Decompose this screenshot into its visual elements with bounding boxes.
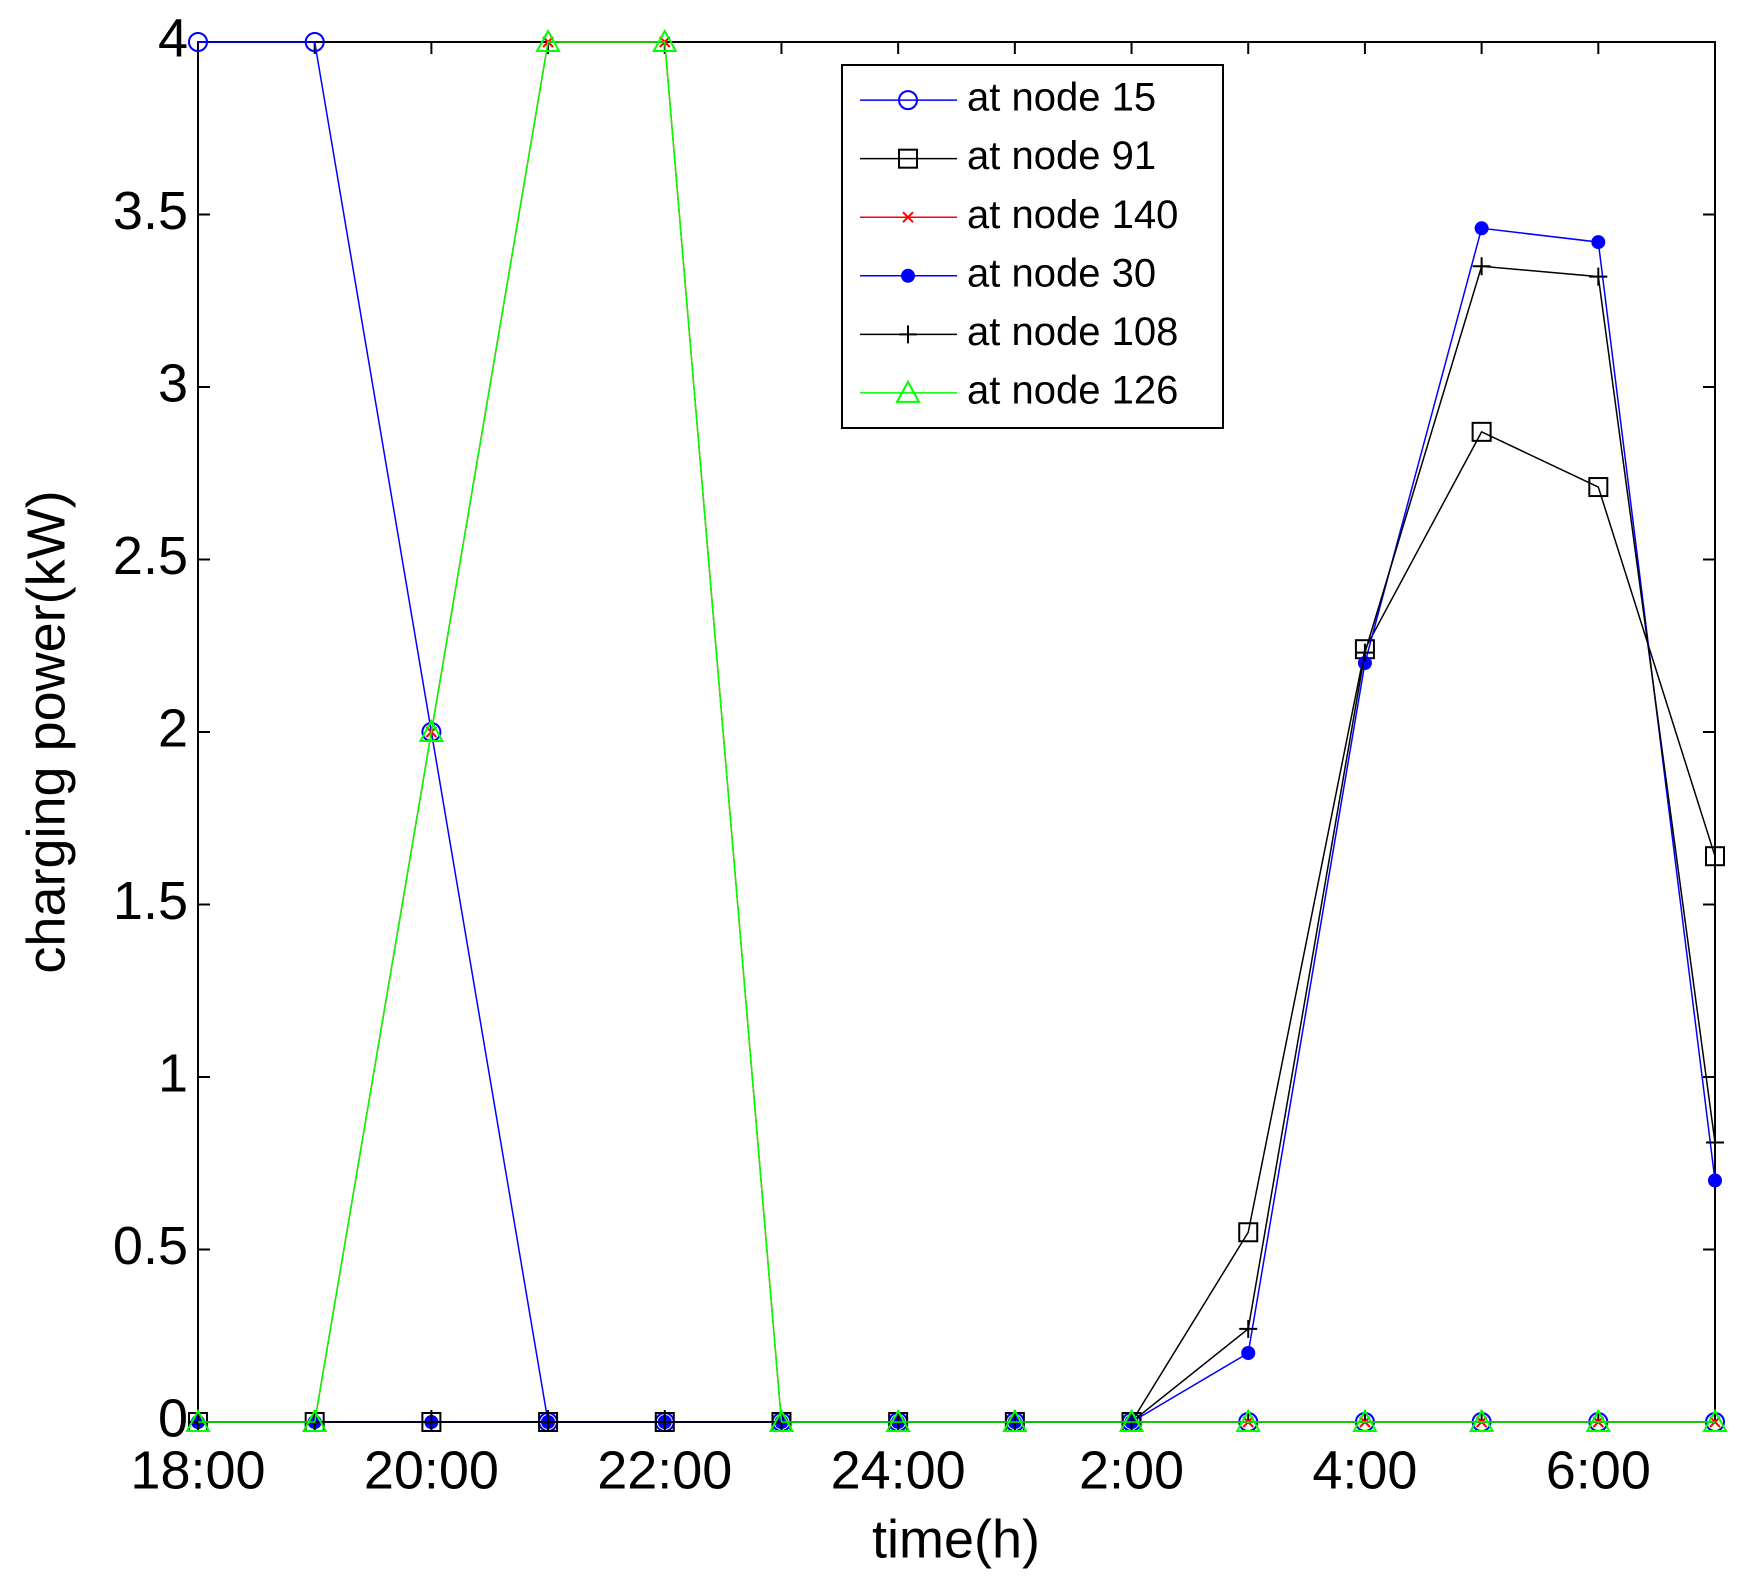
- x-tick-label: 24:00: [831, 1440, 966, 1500]
- x-tick-label: 18:00: [130, 1440, 265, 1500]
- marker: [1241, 1346, 1256, 1360]
- marker: [1352, 1408, 1378, 1432]
- x-tick-label: 22:00: [597, 1440, 732, 1500]
- marker: [1708, 1173, 1722, 1188]
- marker: [422, 1413, 441, 1431]
- marker: [1235, 1408, 1261, 1432]
- marker: [1702, 1408, 1728, 1432]
- marker: [885, 1408, 911, 1432]
- marker: [302, 1408, 328, 1432]
- marker: [185, 1408, 211, 1432]
- y-axis-label: charging power(kW): [16, 490, 76, 973]
- y-tick-label: 4: [158, 8, 188, 68]
- marker: [1585, 1408, 1612, 1432]
- marker: [1238, 1222, 1259, 1243]
- marker: [1239, 1319, 1258, 1338]
- marker: [652, 28, 678, 52]
- marker: [188, 32, 208, 52]
- y-tick-label: 0: [158, 1388, 188, 1448]
- marker: [1468, 1408, 1495, 1432]
- legend-box: [841, 64, 1224, 429]
- x-tick-label: 4:00: [1312, 1440, 1417, 1500]
- legend-label: at node 108: [967, 310, 1178, 354]
- legend-label: at node 15: [967, 76, 1156, 120]
- marker: [895, 379, 921, 403]
- y-tick-label: 1.5: [113, 871, 188, 931]
- x-tick-label: 2:00: [1079, 1440, 1184, 1500]
- x-tick-label: 20:00: [364, 1440, 499, 1500]
- x-tick-label: 6:00: [1546, 1440, 1651, 1500]
- legend-label: at node 126: [967, 368, 1178, 412]
- marker: [539, 1413, 558, 1431]
- marker: [304, 32, 325, 52]
- marker: [768, 1408, 795, 1432]
- y-tick-label: 0.5: [113, 1216, 188, 1276]
- marker: [655, 1413, 674, 1431]
- marker: [1588, 477, 1609, 498]
- y-tick-label: 3.5: [113, 181, 188, 241]
- marker: [901, 268, 915, 283]
- marker: [1002, 1408, 1028, 1432]
- marker: [1706, 1133, 1724, 1152]
- x-axis-label: time(h): [872, 1509, 1040, 1569]
- marker: [1589, 267, 1608, 286]
- marker: [418, 718, 445, 742]
- legend-label: at node 91: [967, 134, 1156, 178]
- y-tick-label: 2: [158, 698, 188, 758]
- marker: [902, 211, 914, 223]
- marker: [899, 325, 917, 344]
- marker: [1472, 257, 1491, 276]
- marker: [1355, 643, 1374, 662]
- y-tick-label: 3: [158, 353, 188, 413]
- marker: [1591, 235, 1606, 250]
- marker: [1118, 1408, 1145, 1432]
- series-line: [198, 41, 1715, 1423]
- marker: [898, 148, 918, 169]
- marker: [1474, 221, 1489, 236]
- marker: [1705, 846, 1725, 867]
- legend-label: at node 140: [967, 193, 1178, 237]
- y-tick-label: 1: [158, 1043, 188, 1103]
- legend-label: at node 30: [967, 251, 1156, 295]
- marker: [535, 28, 561, 52]
- y-tick-label: 2.5: [113, 526, 188, 586]
- marker: [1471, 421, 1492, 442]
- marker: [898, 90, 918, 111]
